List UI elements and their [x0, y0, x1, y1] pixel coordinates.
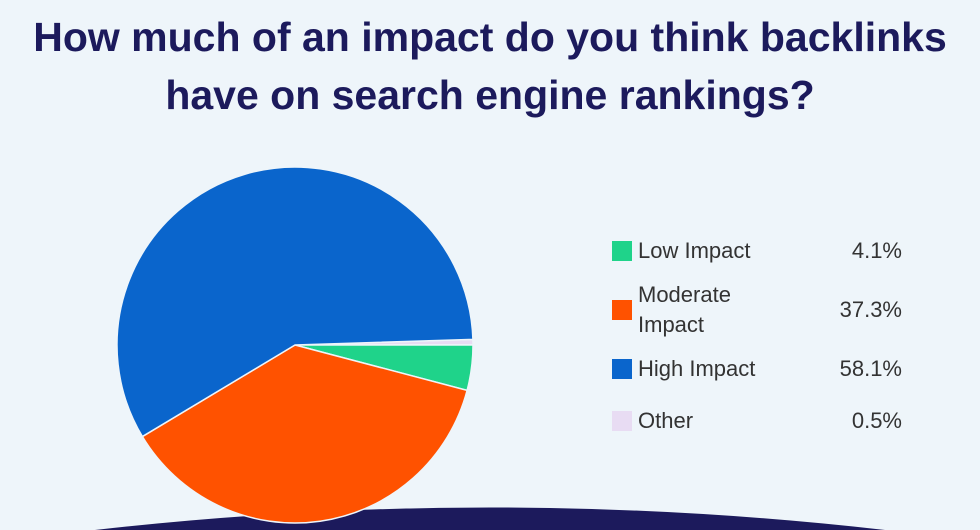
legend-label: High Impact	[638, 356, 756, 381]
value-label: 0.5%	[851, 408, 902, 433]
legend-swatch	[612, 300, 632, 320]
legend-label: Other	[638, 408, 694, 433]
legend-item: Other 0.5%	[612, 398, 902, 444]
legend-item: High Impact 58.1%	[612, 346, 902, 392]
value-label: 58.1%	[839, 356, 902, 381]
legend-swatch	[612, 411, 632, 431]
value-label: 37.3%	[839, 297, 902, 322]
legend-label: Low Impact	[638, 238, 751, 263]
legend-swatch	[612, 241, 632, 261]
legend-label: Moderate Impact	[638, 282, 731, 337]
legend-item: Moderate Impact 37.3%	[612, 280, 902, 340]
value-label: 4.1%	[851, 238, 902, 263]
decoration	[95, 507, 885, 530]
legend-swatch	[612, 359, 632, 379]
legend-item: Low Impact 4.1%	[612, 228, 902, 274]
pie-slice	[141, 344, 469, 524]
pie-slice	[116, 166, 474, 438]
legend: Low Impact 4.1% Moderate Impact 37.3% High I…	[612, 228, 902, 450]
chart-title: How much of an impact do you think backl…	[33, 14, 947, 118]
